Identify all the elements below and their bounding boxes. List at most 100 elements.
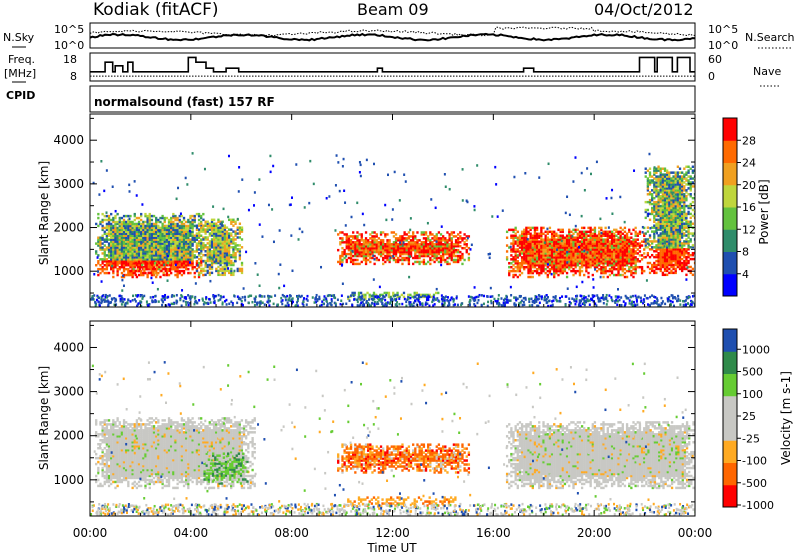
heatmap-cell: [630, 236, 633, 239]
heatmap-cell: [550, 250, 554, 253]
heatmap-cell: [535, 246, 539, 249]
heatmap-cell: [315, 293, 318, 297]
heatmap-cell: [580, 256, 584, 259]
heatmap-cell: [553, 242, 556, 245]
heatmap-cell: [531, 244, 534, 247]
heatmap-cell: [600, 244, 603, 247]
heatmap-cell: [358, 241, 361, 244]
heatmap-cell: [648, 234, 652, 237]
heatmap-cell: [666, 226, 669, 229]
heatmap-cell: [420, 260, 423, 264]
heatmap-cell: [127, 258, 130, 261]
heatmap-cell: [180, 256, 184, 259]
heatmap-cell: [550, 248, 554, 251]
heatmap-cell: [676, 175, 680, 178]
heatmap-cell: [518, 246, 522, 249]
heatmap-cell: [129, 271, 132, 275]
heatmap-cell: [167, 222, 171, 226]
heatmap-cell: [414, 237, 417, 240]
heatmap-cell: [416, 248, 419, 252]
heatmap-cell: [105, 246, 109, 249]
heatmap-cell: [367, 239, 370, 242]
heatmap-cell: [653, 185, 656, 188]
heatmap-cell: [670, 183, 673, 186]
heatmap-cell: [533, 269, 537, 273]
heatmap-cell: [131, 230, 134, 234]
heatmap-cell: [178, 256, 181, 259]
heatmap-cell: [676, 171, 680, 174]
heatmap-cell: [180, 248, 184, 251]
heatmap-cell: [510, 236, 513, 239]
heatmap-cell: [182, 248, 186, 251]
heatmap-cell: [578, 269, 582, 273]
heatmap-cell: [520, 232, 524, 236]
heatmap-cell: [621, 248, 624, 251]
heatmap-cell: [429, 233, 432, 236]
heatmap-cell: [198, 257, 201, 261]
heatmap-cell: [583, 273, 586, 277]
heatmap-cell: [678, 257, 682, 261]
heatmap-cell: [358, 254, 361, 258]
heatmap-cell: [137, 220, 141, 224]
heatmap-cell: [563, 254, 567, 257]
heatmap-cell: [185, 252, 188, 255]
heatmap-cell: [523, 248, 526, 251]
heatmap-cell: [478, 293, 481, 297]
heatmap-cell: [527, 242, 530, 245]
heatmap-cell: [129, 254, 132, 257]
heatmap-cell: [538, 265, 541, 269]
heatmap-cell: [200, 234, 203, 237]
heatmap-cell: [142, 254, 145, 257]
heatmap-cell: [617, 267, 620, 271]
heatmap-cell: [653, 271, 656, 275]
heatmap-cell: [672, 202, 675, 206]
heatmap-cell: [191, 234, 194, 237]
heatmap-cell: [360, 252, 363, 256]
heatmap-cell: [544, 230, 547, 234]
heatmap-cell: [148, 252, 151, 255]
heatmap-cell: [576, 269, 579, 273]
heatmap-cell: [553, 230, 556, 234]
heatmap-cell: [542, 267, 545, 271]
heatmap-cell: [399, 252, 402, 256]
heatmap-cell: [540, 250, 543, 253]
heatmap-cell: [223, 232, 227, 235]
heatmap-cell: [685, 248, 688, 251]
heatmap-cell: [610, 267, 614, 271]
heatmap-cell: [553, 275, 556, 279]
heatmap-cell: [362, 254, 366, 258]
heatmap-cell: [163, 234, 166, 237]
heatmap-cell: [520, 246, 524, 249]
heatmap-cell: [678, 224, 682, 227]
heatmap-cell: [238, 244, 242, 247]
heatmap-cell: [225, 250, 229, 253]
heatmap-cell: [533, 240, 537, 243]
heatmap-cell: [228, 261, 231, 265]
heatmap-cell: [657, 242, 660, 245]
heatmap-cell: [623, 234, 627, 237]
heatmap-cell: [578, 260, 582, 263]
heatmap-cell: [103, 258, 106, 261]
heatmap-cell: [187, 220, 190, 224]
heatmap-cell: [689, 216, 692, 220]
heatmap-cell: [625, 244, 629, 247]
heatmap-cell: [347, 237, 351, 240]
heatmap-cell: [606, 256, 609, 259]
heatmap-cell: [678, 250, 682, 253]
heatmap-cell: [681, 194, 684, 198]
heatmap-cell: [672, 259, 675, 263]
heatmap-cell: [670, 194, 673, 198]
heatmap-cell: [392, 291, 395, 295]
heatmap-cell: [668, 173, 671, 176]
heatmap-cell: [437, 291, 440, 295]
heatmap-cell: [448, 237, 451, 240]
heatmap-cell: [217, 234, 220, 237]
heatmap-cell: [593, 228, 597, 232]
heatmap-cell: [413, 291, 416, 295]
heatmap-cell: [189, 248, 192, 251]
heatmap-cell: [538, 258, 541, 261]
heatmap-cell: [678, 206, 682, 210]
heatmap-cell: [446, 260, 449, 264]
heatmap-cell: [137, 256, 141, 259]
heatmap-cell: [236, 250, 239, 253]
